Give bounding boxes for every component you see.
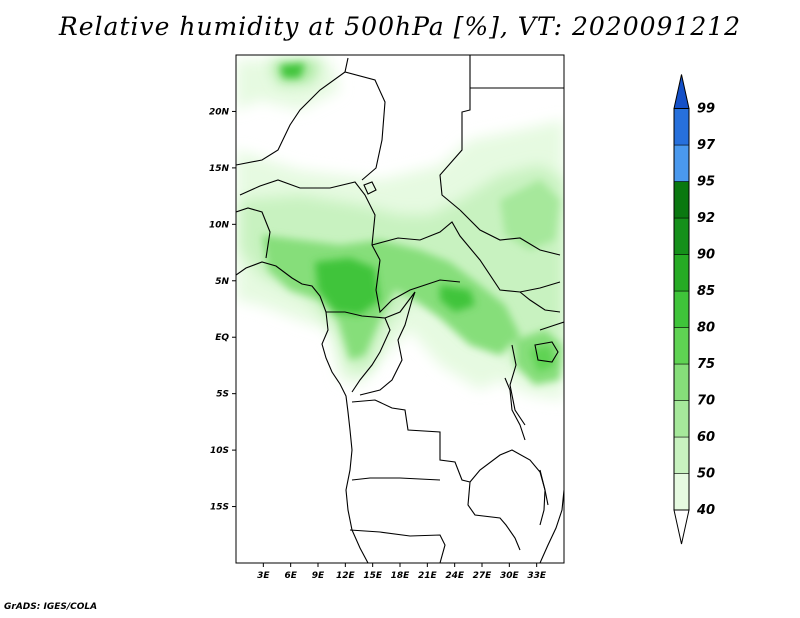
lon-tick-label: 27E <box>473 571 493 581</box>
lat-tick-label: 20N <box>209 107 230 117</box>
border-drc-angola <box>351 399 521 551</box>
chart-title: Relative humidity at 500hPa [%], VT: 202… <box>58 12 742 41</box>
border-niger-chad <box>344 55 564 211</box>
lon-tick-label: 3E <box>257 571 270 581</box>
border-congo <box>326 291 416 396</box>
border-sahara-north <box>236 71 386 181</box>
lake-victoria <box>534 341 559 363</box>
coastline-east-africa <box>539 489 564 563</box>
longitude-axis: 3E 6E 9E 12E 15E 18E 21E 24E 27E 30E 33E <box>257 563 547 581</box>
lon-tick-label: 21E <box>418 571 438 581</box>
coastline-west-africa <box>236 261 369 563</box>
border-sahel <box>236 179 381 261</box>
lake-chad <box>363 181 377 195</box>
boundaries <box>236 55 564 563</box>
lat-tick-label: 15N <box>209 164 230 174</box>
lon-tick-label: 30E <box>500 571 520 581</box>
lon-tick-label: 15E <box>363 571 383 581</box>
lon-tick-label: 12E <box>336 571 356 581</box>
lon-tick-label: 9E <box>312 571 325 581</box>
border-cameroon-car <box>371 221 561 314</box>
lon-tick-label: 33E <box>527 571 547 581</box>
lake-tanganyika <box>504 377 526 441</box>
lat-tick-label: 5N <box>215 277 229 287</box>
lon-tick-label: 18E <box>391 571 411 581</box>
lat-tick-label: 15S <box>210 503 229 513</box>
humidity-core-region <box>280 63 555 372</box>
lake-malawi <box>539 469 549 506</box>
border-southern <box>349 449 546 563</box>
lat-tick-label: EQ <box>215 333 229 343</box>
grads-credit: GrADS: IGES/COLA <box>4 602 98 612</box>
border-east-africa <box>459 209 564 426</box>
lat-tick-label: 10N <box>209 220 230 230</box>
lon-tick-label: 24E <box>445 571 465 581</box>
lat-tick-label: 10S <box>210 446 229 456</box>
humidity-field <box>236 60 564 400</box>
latitude-axis: 20N 15N 10N 5N EQ 5S 10S 15S <box>209 107 236 513</box>
lon-tick-label: 6E <box>284 571 297 581</box>
lat-tick-label: 5S <box>216 390 229 400</box>
